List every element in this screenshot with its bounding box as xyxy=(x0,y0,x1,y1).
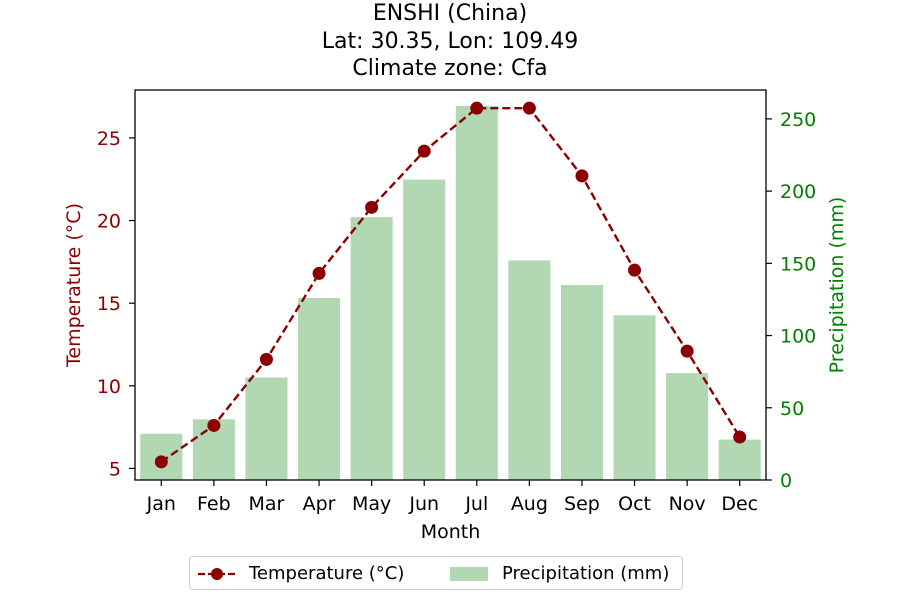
temperature-point-jan xyxy=(154,455,168,469)
chart-title-line-3: Climate zone: Cfa xyxy=(352,56,548,81)
x-tick-label-nov: Nov xyxy=(669,493,706,515)
x-tick-label-may: May xyxy=(352,493,391,515)
y-left-tick-label-25: 25 xyxy=(97,128,121,150)
y-right-tick-label-0: 0 xyxy=(780,470,792,492)
x-tick-label-oct: Oct xyxy=(618,493,651,515)
x-tick-label-sep: Sep xyxy=(564,493,600,515)
precip-bar-apr xyxy=(298,298,341,480)
y-left-tick-label-5: 5 xyxy=(109,458,121,480)
precip-bar-sep xyxy=(560,285,603,480)
temperature-line xyxy=(160,106,741,463)
legend-swatch-precipitation xyxy=(450,567,488,581)
temperature-point-mar xyxy=(259,352,273,366)
temperature-point-jul xyxy=(470,101,484,115)
temperature-point-sep xyxy=(575,169,589,183)
y-left-tick-label-15: 15 xyxy=(97,293,121,315)
legend-label-precipitation: Precipitation (mm) xyxy=(502,563,670,584)
precip-bar-mar xyxy=(245,377,288,480)
y-right-tick-label-250: 250 xyxy=(780,109,816,131)
y-left-tick-label-10: 10 xyxy=(97,376,121,398)
temperature-point-oct xyxy=(628,263,642,277)
y-right-tick-label-150: 150 xyxy=(780,253,816,275)
temperature-point-dec xyxy=(733,430,747,444)
x-tick-label-mar: Mar xyxy=(249,493,285,515)
precip-bar-dec xyxy=(718,439,761,480)
x-tick-label-apr: Apr xyxy=(303,493,336,515)
y-right-tick-label-200: 200 xyxy=(780,181,816,203)
temperature-point-feb xyxy=(207,418,221,432)
y-left-tick-label-20: 20 xyxy=(97,211,121,233)
temperature-point-apr xyxy=(312,266,326,280)
x-tick-label-aug: Aug xyxy=(511,493,548,515)
y-right-axis-label: Precipitation (mm) xyxy=(826,197,848,374)
y-right-tick-label-50: 50 xyxy=(780,398,804,420)
x-tick-label-jul: Jul xyxy=(464,493,488,515)
precip-bar-jul xyxy=(455,105,498,480)
y-right-tick-label-100: 100 xyxy=(780,326,816,348)
x-tick-label-jun: Jun xyxy=(408,493,439,515)
legend-swatch-temperature xyxy=(198,568,236,580)
plot-frame xyxy=(134,89,767,481)
precip-bar-aug xyxy=(508,260,551,480)
precip-bar-jun xyxy=(403,179,446,481)
precip-bar-may xyxy=(350,217,393,480)
temperature-point-nov xyxy=(680,344,694,358)
legend-label-temperature: Temperature (°C) xyxy=(249,563,405,584)
x-tick-label-jan: Jan xyxy=(146,493,176,515)
x-tick-label-feb: Feb xyxy=(197,493,231,515)
temperature-point-jun xyxy=(417,144,431,158)
temperature-point-aug xyxy=(522,101,536,115)
x-tick-label-dec: Dec xyxy=(721,493,758,515)
chart-title-line-1: ENSHI (China) xyxy=(372,1,528,26)
y-left-axis-label: Temperature (°C) xyxy=(63,203,85,368)
chart-title-line-2: Lat: 30.35, Lon: 109.49 xyxy=(321,29,579,54)
temperature-point-may xyxy=(365,200,379,214)
x-axis-label: Month xyxy=(421,521,481,543)
chart-legend: Temperature (°C) Precipitation (mm) xyxy=(189,556,683,590)
precip-bar-nov xyxy=(666,373,709,480)
precip-bar-oct xyxy=(613,315,656,480)
